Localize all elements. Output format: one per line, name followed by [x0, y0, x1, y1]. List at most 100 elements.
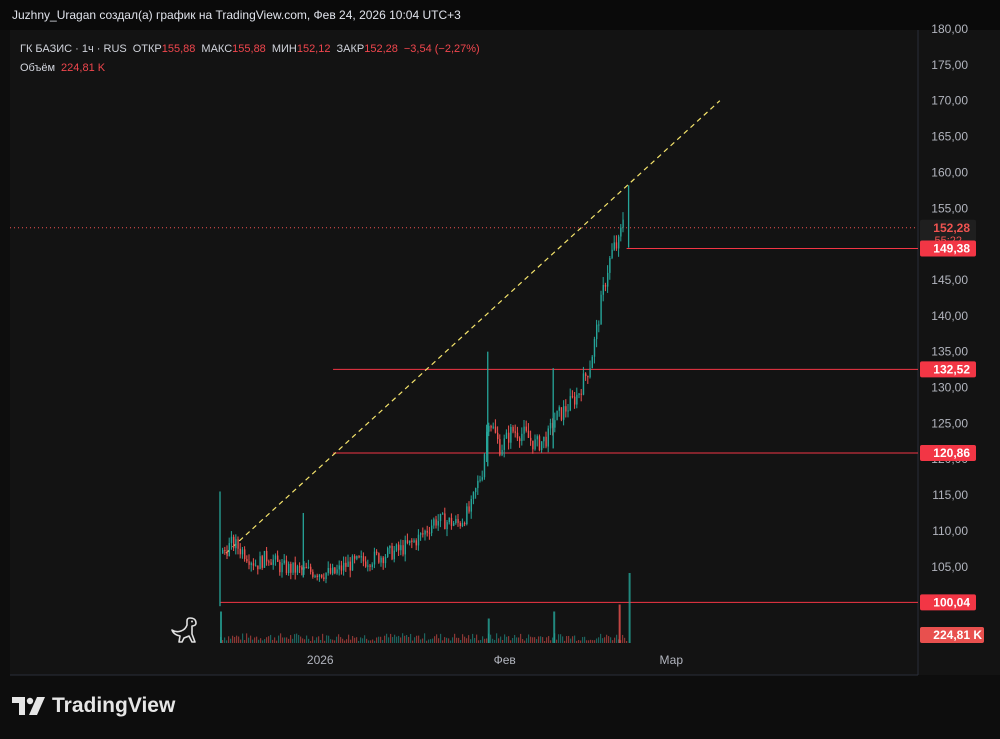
volume-bar — [474, 637, 476, 643]
y-tick-label: 155,00 — [931, 201, 968, 215]
volume-bar — [512, 637, 514, 643]
candle-body — [351, 556, 354, 571]
candle-body — [580, 393, 582, 395]
volume-bar — [384, 635, 386, 643]
candle-body — [442, 513, 444, 515]
volume-bar — [270, 634, 272, 643]
candle-body — [252, 563, 255, 566]
y-tick-label: 130,00 — [931, 381, 968, 395]
volume-bar — [452, 637, 454, 643]
dino-icon[interactable] — [171, 617, 197, 643]
candle-body — [296, 566, 299, 573]
volume-row: Объём 224,81 K — [20, 58, 480, 77]
candle-body — [345, 562, 347, 567]
volume-bar — [414, 637, 416, 643]
volume-bar — [304, 639, 306, 643]
candle-body — [277, 555, 279, 562]
trend-line[interactable] — [225, 100, 721, 554]
volume-bar — [504, 634, 506, 643]
volume-bar — [616, 634, 618, 643]
volume-bar — [348, 634, 350, 643]
candle-body — [538, 436, 541, 451]
candle-body — [510, 426, 512, 443]
candle-body — [292, 562, 294, 573]
volume-bar — [588, 640, 590, 643]
volume-bar — [236, 635, 238, 643]
candle-body — [230, 536, 233, 544]
candle-body — [545, 436, 547, 447]
candle-body — [307, 566, 310, 569]
candle-body — [611, 249, 613, 259]
volume-bar — [476, 634, 478, 643]
candle-body — [534, 439, 536, 450]
chart-area[interactable] — [10, 30, 1000, 675]
candle-body — [464, 523, 466, 525]
price-chart[interactable]: 180,00175,00170,00165,00160,00155,00150,… — [0, 0, 1000, 680]
candle-body — [400, 545, 402, 551]
volume-bar — [356, 637, 358, 643]
volume-bar — [508, 636, 510, 643]
volume-bar — [302, 638, 304, 643]
volume-bar — [366, 638, 368, 643]
volume-bar — [416, 635, 418, 643]
volume-bar — [354, 637, 356, 643]
volume-bar — [578, 640, 580, 643]
level-label-149-bg — [920, 240, 976, 257]
y-tick-label: 170,00 — [931, 94, 968, 108]
candle-body — [475, 488, 477, 493]
high-value: 155,88 — [232, 42, 266, 55]
volume-bar — [580, 640, 582, 643]
x-tick-label: Фев — [494, 653, 516, 667]
volume-bar — [546, 637, 548, 643]
candle-body — [446, 522, 448, 530]
candle-body — [613, 242, 615, 250]
candle-body — [596, 324, 598, 340]
volume-bar — [312, 636, 314, 643]
volume-bar — [518, 637, 520, 643]
volume-bar — [470, 639, 472, 643]
volume-bar — [490, 634, 492, 643]
volume-bar — [314, 640, 316, 643]
volume-bar — [570, 638, 572, 643]
x-tick-label: Мар — [660, 653, 684, 667]
candle-body — [413, 540, 415, 542]
symbol-label[interactable]: ГК БАЗИС · 1ч · RUS — [20, 42, 127, 55]
candle-body — [453, 523, 455, 526]
volume-bar — [360, 637, 362, 643]
tradingview-logo[interactable]: TradingView — [12, 694, 175, 718]
volume-bar — [282, 637, 284, 643]
volume-bar — [418, 635, 420, 643]
candle-body — [501, 449, 503, 456]
candle-body — [303, 566, 305, 570]
candle-body — [393, 550, 395, 560]
candle-body — [486, 431, 488, 455]
candle-body — [437, 521, 439, 526]
candle-body — [488, 425, 490, 432]
candle-body — [604, 284, 607, 287]
volume-bar — [274, 637, 276, 643]
candle-body — [281, 563, 283, 573]
volume-bar — [332, 639, 334, 643]
volume-bar — [576, 640, 578, 643]
volume-bar — [478, 640, 480, 643]
volume-bar — [506, 636, 508, 643]
volume-bar — [534, 637, 536, 643]
candle-body — [490, 425, 492, 428]
candle-body — [420, 533, 422, 535]
candle-body — [334, 567, 336, 574]
candle-body — [433, 519, 435, 526]
volume-value: 224,81 K — [61, 61, 106, 74]
candle-body — [532, 440, 534, 450]
candle-body — [609, 258, 611, 273]
candle-body — [312, 571, 314, 577]
volume-bar — [596, 638, 598, 643]
candle-body — [428, 532, 431, 534]
volume-bar — [420, 639, 422, 643]
volume-bar — [524, 640, 526, 643]
volume-bar — [528, 634, 530, 643]
volume-bar — [344, 640, 346, 643]
candle-body — [250, 563, 252, 565]
volume-bar — [500, 636, 502, 643]
low-label: МИН — [271, 42, 297, 55]
open-value: 155,88 — [161, 42, 196, 55]
